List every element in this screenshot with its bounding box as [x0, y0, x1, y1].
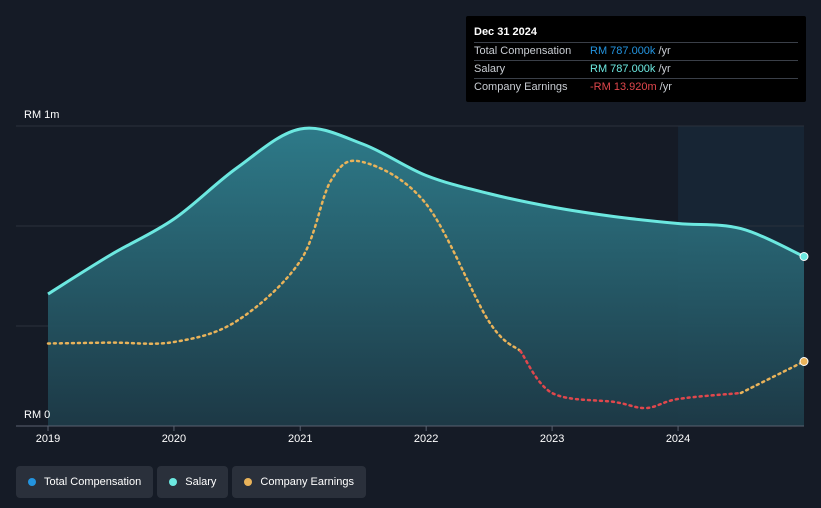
earnings-end-marker [799, 357, 809, 366]
x-tick-label: 2023 [540, 433, 564, 445]
tooltip-label: Total Compensation [474, 45, 572, 57]
tooltip-suffix: /yr [658, 63, 671, 75]
legend-label: Company Earnings [260, 476, 354, 488]
legend-item-company-earnings[interactable]: Company Earnings [232, 466, 366, 498]
x-tick-label: 2022 [414, 433, 438, 445]
legend-dot-icon [244, 478, 253, 486]
tooltip-value: RM 787.000k [590, 45, 656, 57]
y-axis-max-label: RM 1m [24, 109, 59, 121]
tooltip-row-company-earnings: Company Earnings -RM 13.920m /yr [474, 78, 798, 96]
salary-end-marker [799, 252, 809, 261]
legend-item-total-compensation[interactable]: Total Compensation [16, 466, 154, 498]
tooltip-value: -RM 13.920m [590, 81, 657, 93]
tooltip-suffix: /yr [659, 81, 672, 93]
x-tick-label: 2020 [162, 433, 186, 445]
tooltip-value: RM 787.000k [590, 63, 656, 75]
tooltip-row-total-compensation: Total Compensation RM 787.000k /yr [474, 42, 798, 60]
legend-dot-icon [169, 478, 178, 486]
legend-item-salary[interactable]: Salary [157, 466, 229, 498]
data-tooltip: Dec 31 2024 Total Compensation RM 787.00… [466, 16, 806, 102]
compensation-chart: RM 1m RM 0 2019 2020 2021 2022 2023 2024 [16, 109, 809, 445]
legend-label: Total Compensation [44, 476, 142, 488]
tooltip-suffix: /yr [658, 45, 671, 57]
tooltip-label: Salary [474, 63, 506, 75]
x-tick-label: 2024 [666, 433, 690, 445]
x-tick-label: 2019 [36, 433, 60, 445]
tooltip-date: Dec 31 2024 [474, 26, 537, 38]
legend-label: Salary [185, 476, 217, 488]
legend-dot-icon [28, 478, 36, 486]
total-compensation-area [48, 128, 804, 427]
tooltip-label: Company Earnings [474, 81, 568, 93]
earnings-segment-positive [46, 159, 522, 353]
salary-line [47, 126, 805, 296]
earnings-segment-negative [519, 349, 743, 410]
x-axis-ticks: 2019 2020 2021 2022 2023 2024 [36, 426, 690, 445]
y-axis-min-label: RM 0 [24, 409, 50, 421]
chart-legend: Total Compensation Salary Company Earnin… [16, 466, 366, 498]
x-tick-label: 2021 [288, 433, 312, 445]
tooltip-row-salary: Salary RM 787.000k /yr [474, 60, 798, 78]
